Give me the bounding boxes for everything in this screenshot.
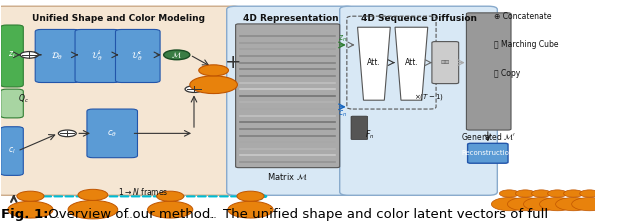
Circle shape bbox=[228, 201, 273, 218]
Circle shape bbox=[148, 201, 193, 218]
Text: $c_l$: $c_l$ bbox=[8, 146, 16, 156]
Circle shape bbox=[556, 198, 591, 211]
Text: $1 \rightarrow N$ frames: $1 \rightarrow N$ frames bbox=[118, 186, 169, 197]
Circle shape bbox=[190, 76, 237, 94]
FancyBboxPatch shape bbox=[467, 13, 511, 130]
Text: Reconstruction: Reconstruction bbox=[461, 150, 514, 156]
Polygon shape bbox=[395, 27, 428, 100]
Text: Generated $\mathcal{M}'$: Generated $\mathcal{M}'$ bbox=[461, 131, 516, 142]
Circle shape bbox=[572, 198, 607, 211]
Text: $\times(T-1)$: $\times(T-1)$ bbox=[414, 92, 444, 102]
Text: $c_n$: $c_n$ bbox=[338, 108, 348, 119]
FancyBboxPatch shape bbox=[75, 29, 120, 83]
Circle shape bbox=[58, 130, 76, 137]
Text: ...: ... bbox=[48, 208, 60, 221]
FancyBboxPatch shape bbox=[351, 116, 367, 140]
Text: Overview of our method.  The unified shape and color latent vectors of full: Overview of our method. The unified shap… bbox=[44, 208, 548, 221]
Circle shape bbox=[164, 50, 190, 60]
Circle shape bbox=[68, 200, 118, 219]
Text: $\mathcal{U}_\theta^c$: $\mathcal{U}_\theta^c$ bbox=[131, 49, 144, 63]
Circle shape bbox=[580, 190, 599, 197]
Text: $\mathcal{D}_\theta$: $\mathcal{D}_\theta$ bbox=[51, 50, 63, 62]
Text: ⊟⊟: ⊟⊟ bbox=[441, 60, 450, 65]
Text: $F_n$: $F_n$ bbox=[365, 128, 374, 141]
Circle shape bbox=[508, 198, 543, 211]
Circle shape bbox=[515, 190, 535, 197]
Circle shape bbox=[185, 86, 203, 93]
FancyBboxPatch shape bbox=[468, 143, 508, 163]
Text: 4D Sequence Diffusion: 4D Sequence Diffusion bbox=[360, 14, 477, 23]
Circle shape bbox=[499, 190, 519, 197]
FancyBboxPatch shape bbox=[35, 29, 80, 83]
FancyBboxPatch shape bbox=[1, 25, 23, 87]
Text: 4D Representation: 4D Representation bbox=[243, 14, 339, 23]
FancyBboxPatch shape bbox=[227, 6, 355, 195]
FancyBboxPatch shape bbox=[87, 109, 138, 158]
Circle shape bbox=[20, 52, 38, 58]
Circle shape bbox=[199, 65, 228, 76]
FancyBboxPatch shape bbox=[115, 29, 160, 83]
Text: ...: ... bbox=[206, 208, 218, 221]
Circle shape bbox=[157, 191, 184, 201]
Text: $z_n$: $z_n$ bbox=[338, 33, 348, 43]
Circle shape bbox=[532, 190, 551, 197]
Text: Ⓒ Copy: Ⓒ Copy bbox=[494, 69, 520, 78]
Circle shape bbox=[8, 201, 53, 218]
Text: $\mathcal{U}_\theta^l$: $\mathcal{U}_\theta^l$ bbox=[92, 49, 104, 63]
Circle shape bbox=[548, 190, 567, 197]
FancyBboxPatch shape bbox=[236, 24, 340, 168]
Circle shape bbox=[78, 189, 108, 200]
Text: ...: ... bbox=[125, 208, 138, 221]
FancyBboxPatch shape bbox=[1, 89, 23, 118]
Polygon shape bbox=[358, 27, 390, 100]
FancyBboxPatch shape bbox=[0, 6, 241, 195]
FancyBboxPatch shape bbox=[1, 127, 23, 175]
Text: Unified Shape and Color Modeling: Unified Shape and Color Modeling bbox=[31, 14, 205, 23]
Text: $\mathcal{M}$: $\mathcal{M}$ bbox=[172, 50, 182, 60]
Circle shape bbox=[564, 190, 583, 197]
Text: ⊕ Concatenate: ⊕ Concatenate bbox=[494, 12, 552, 21]
Circle shape bbox=[237, 191, 264, 201]
Text: Att.: Att. bbox=[367, 58, 381, 67]
Text: +: + bbox=[225, 53, 241, 72]
Text: Fig. 1:: Fig. 1: bbox=[1, 208, 48, 221]
Text: $c_\theta$: $c_\theta$ bbox=[107, 128, 117, 139]
Circle shape bbox=[17, 191, 44, 201]
Text: Matrix $\mathcal{M}$: Matrix $\mathcal{M}$ bbox=[267, 171, 308, 182]
Text: $Q_c$: $Q_c$ bbox=[18, 93, 29, 105]
Text: $z_i$: $z_i$ bbox=[8, 50, 16, 60]
Text: Ⓜ Marching Cube: Ⓜ Marching Cube bbox=[494, 40, 559, 50]
Circle shape bbox=[540, 198, 575, 211]
FancyBboxPatch shape bbox=[432, 42, 459, 84]
Circle shape bbox=[524, 198, 559, 211]
Circle shape bbox=[492, 198, 527, 211]
FancyBboxPatch shape bbox=[340, 6, 497, 195]
Text: Att.: Att. bbox=[405, 58, 419, 67]
